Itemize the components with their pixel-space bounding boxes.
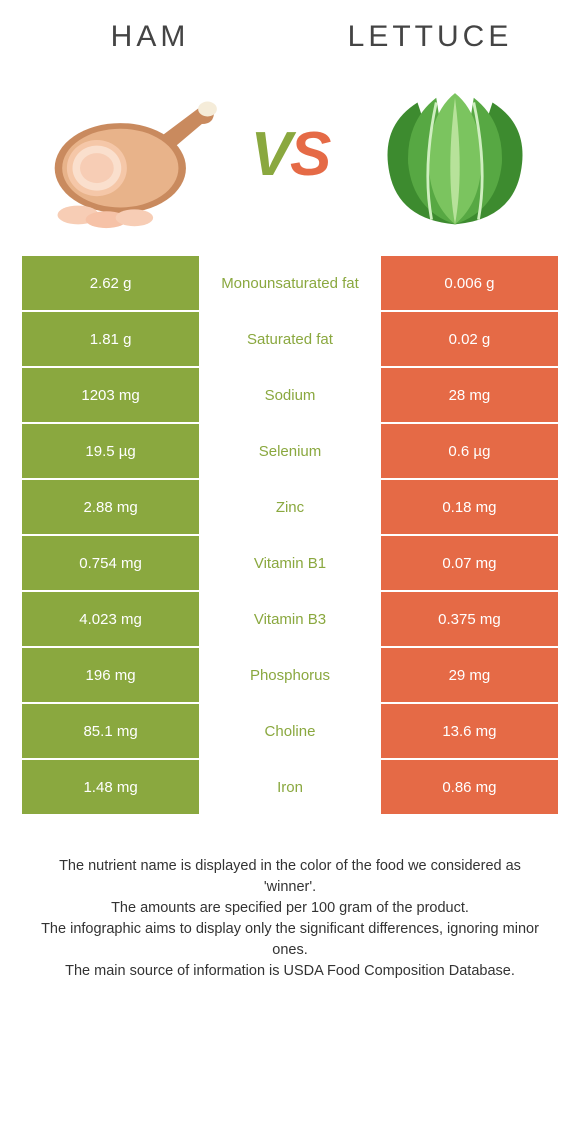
footnote-line: The main source of information is USDA F… [40, 961, 540, 982]
vs-v: V [251, 120, 290, 189]
table-row: 196 mgPhosphorus29 mg [21, 647, 559, 703]
lettuce-image [360, 79, 550, 229]
nutrient-label: Monounsaturated fat [200, 255, 380, 311]
value-right: 0.07 mg [380, 535, 559, 591]
value-right: 13.6 mg [380, 703, 559, 759]
vs-label: VS [251, 119, 330, 190]
table-row: 85.1 mgCholine13.6 mg [21, 703, 559, 759]
value-right: 0.86 mg [380, 759, 559, 815]
table-row: 1.81 gSaturated fat0.02 g [21, 311, 559, 367]
nutrient-label: Phosphorus [200, 647, 380, 703]
hero-row: VS [0, 64, 580, 254]
nutrient-label: Zinc [200, 479, 380, 535]
footnote-line: The amounts are specified per 100 gram o… [40, 898, 540, 919]
footnote-line: The nutrient name is displayed in the co… [40, 856, 540, 898]
value-left: 196 mg [21, 647, 200, 703]
vs-s: S [290, 120, 329, 189]
value-left: 1.48 mg [21, 759, 200, 815]
table-row: 1203 mgSodium28 mg [21, 367, 559, 423]
value-right: 0.02 g [380, 311, 559, 367]
title-right: Lettuce [304, 20, 556, 54]
title-left: Ham [24, 20, 276, 54]
table-row: 2.88 mgZinc0.18 mg [21, 479, 559, 535]
nutrient-label: Selenium [200, 423, 380, 479]
value-right: 0.6 µg [380, 423, 559, 479]
footnote-line: The infographic aims to display only the… [40, 919, 540, 961]
table-row: 4.023 mgVitamin B30.375 mg [21, 591, 559, 647]
value-left: 0.754 mg [21, 535, 200, 591]
nutrient-label: Saturated fat [200, 311, 380, 367]
value-right: 0.006 g [380, 255, 559, 311]
nutrient-label: Sodium [200, 367, 380, 423]
title-row: Ham Lettuce [0, 0, 580, 64]
nutrient-label: Choline [200, 703, 380, 759]
value-left: 1203 mg [21, 367, 200, 423]
value-left: 2.62 g [21, 255, 200, 311]
value-right: 29 mg [380, 647, 559, 703]
comparison-table: 2.62 gMonounsaturated fat0.006 g1.81 gSa… [20, 254, 560, 816]
value-left: 2.88 mg [21, 479, 200, 535]
value-left: 4.023 mg [21, 591, 200, 647]
footnote-block: The nutrient name is displayed in the co… [40, 856, 540, 982]
table-row: 1.48 mgIron0.86 mg [21, 759, 559, 815]
value-left: 19.5 µg [21, 423, 200, 479]
nutrient-label: Vitamin B1 [200, 535, 380, 591]
value-left: 85.1 mg [21, 703, 200, 759]
nutrient-label: Vitamin B3 [200, 591, 380, 647]
value-right: 0.375 mg [380, 591, 559, 647]
nutrient-label: Iron [200, 759, 380, 815]
value-right: 28 mg [380, 367, 559, 423]
table-row: 0.754 mgVitamin B10.07 mg [21, 535, 559, 591]
value-left: 1.81 g [21, 311, 200, 367]
value-right: 0.18 mg [380, 479, 559, 535]
ham-image [30, 79, 220, 229]
table-row: 2.62 gMonounsaturated fat0.006 g [21, 255, 559, 311]
table-row: 19.5 µgSelenium0.6 µg [21, 423, 559, 479]
